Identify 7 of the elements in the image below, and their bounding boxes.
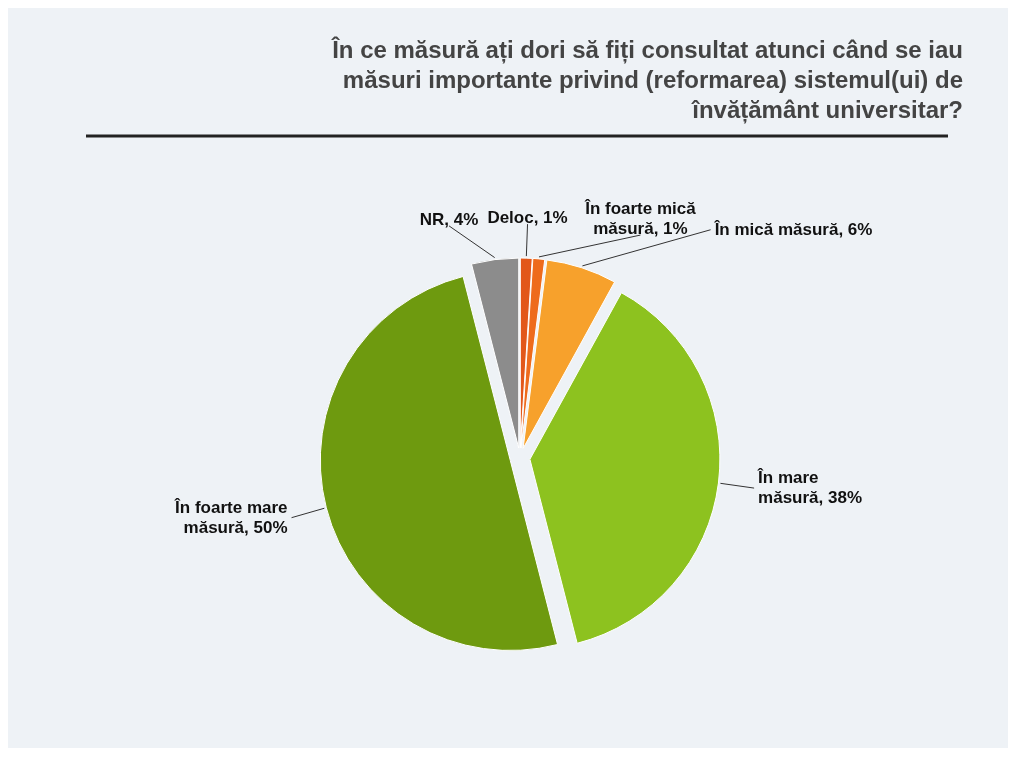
slice-label: În mică măsură, 6%	[713, 219, 873, 239]
slice-label: NR, 4%	[419, 209, 479, 229]
chart-title: În ce măsură ați dori să fiți consultat atunci când se iau măsuri importante privind (reformarea) sistemul(ui) de învățământ universitar?	[331, 36, 963, 124]
slice-label: În foarte mare măsură, 50%	[174, 497, 288, 537]
slice-label: Deloc, 1%	[487, 208, 568, 228]
slice-label: În foarte mică măsură, 1%	[584, 199, 697, 239]
slice-label: În mare măsură, 38%	[757, 468, 863, 508]
